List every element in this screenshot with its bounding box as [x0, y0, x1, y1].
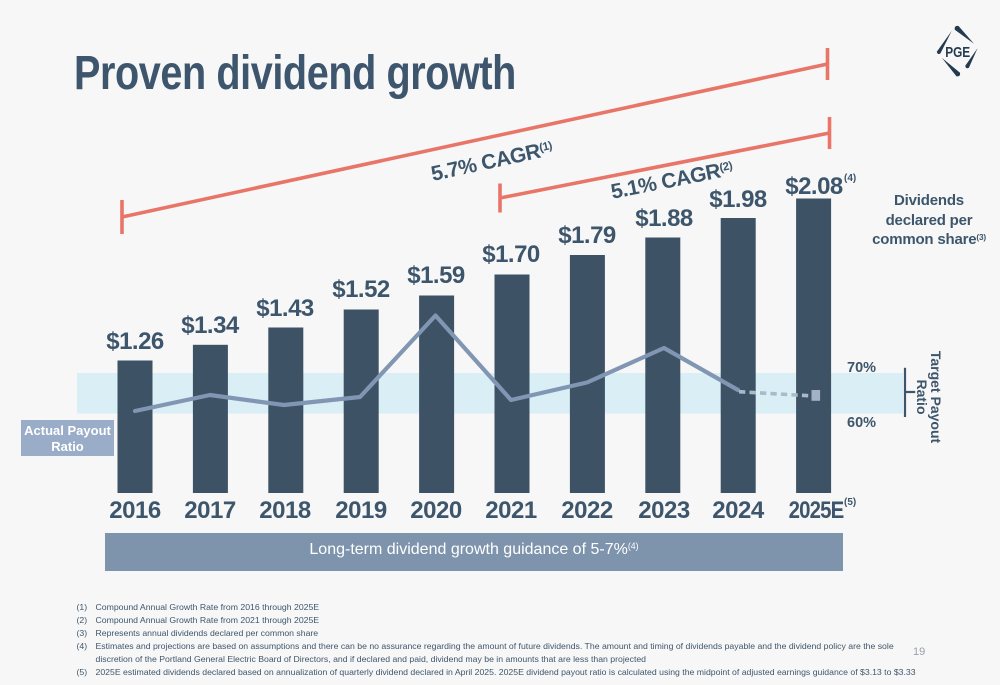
svg-text:PGE: PGE	[945, 44, 970, 61]
